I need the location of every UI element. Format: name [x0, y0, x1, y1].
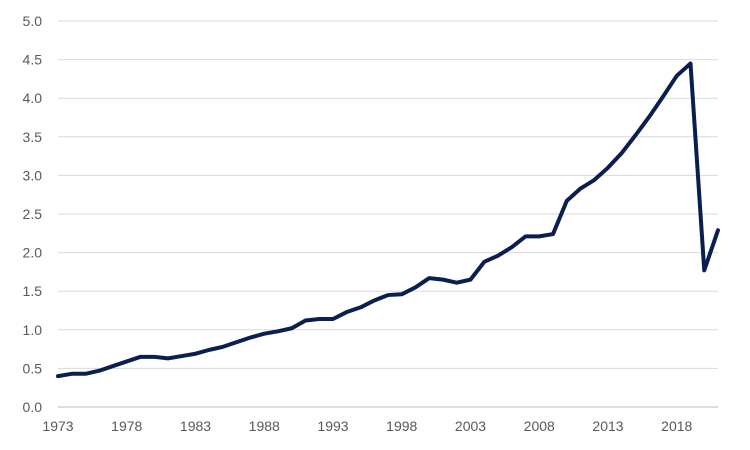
x-tick-label: 2003 [455, 418, 486, 434]
x-tick-label: 2008 [524, 418, 555, 434]
x-tick-label: 1988 [249, 418, 280, 434]
x-tick-label: 1983 [180, 418, 211, 434]
y-tick-label: 0.5 [23, 360, 43, 376]
y-tick-label: 3.0 [23, 167, 43, 183]
x-tick-label: 1973 [42, 418, 73, 434]
x-tick-label: 1978 [111, 418, 142, 434]
x-tick-label: 1993 [317, 418, 348, 434]
x-tick-label: 1998 [386, 418, 417, 434]
y-axis-tick-labels: 0.0 0.5 1.0 1.5 2.0 2.5 3.0 3.5 4.0 4.5 5.0 [23, 13, 43, 415]
y-tick-label: 2.5 [23, 206, 43, 222]
y-tick-label: 4.5 [23, 52, 43, 68]
x-axis-tick-labels: 1973 1978 1983 1988 1993 1998 2003 2008 2013 2018 [42, 418, 692, 434]
x-tick-label: 2018 [661, 418, 692, 434]
y-tick-label: 4.0 [23, 90, 43, 106]
x-tick-label: 2013 [592, 418, 623, 434]
y-tick-label: 1.0 [23, 322, 43, 338]
y-tick-label: 0.0 [23, 399, 43, 415]
y-tick-label: 1.5 [23, 283, 43, 299]
y-tick-label: 5.0 [23, 13, 43, 29]
series-line [56, 61, 720, 379]
y-tick-label: 3.5 [23, 129, 43, 145]
y-tick-label: 2.0 [23, 245, 43, 261]
gridlines [58, 20, 718, 369]
